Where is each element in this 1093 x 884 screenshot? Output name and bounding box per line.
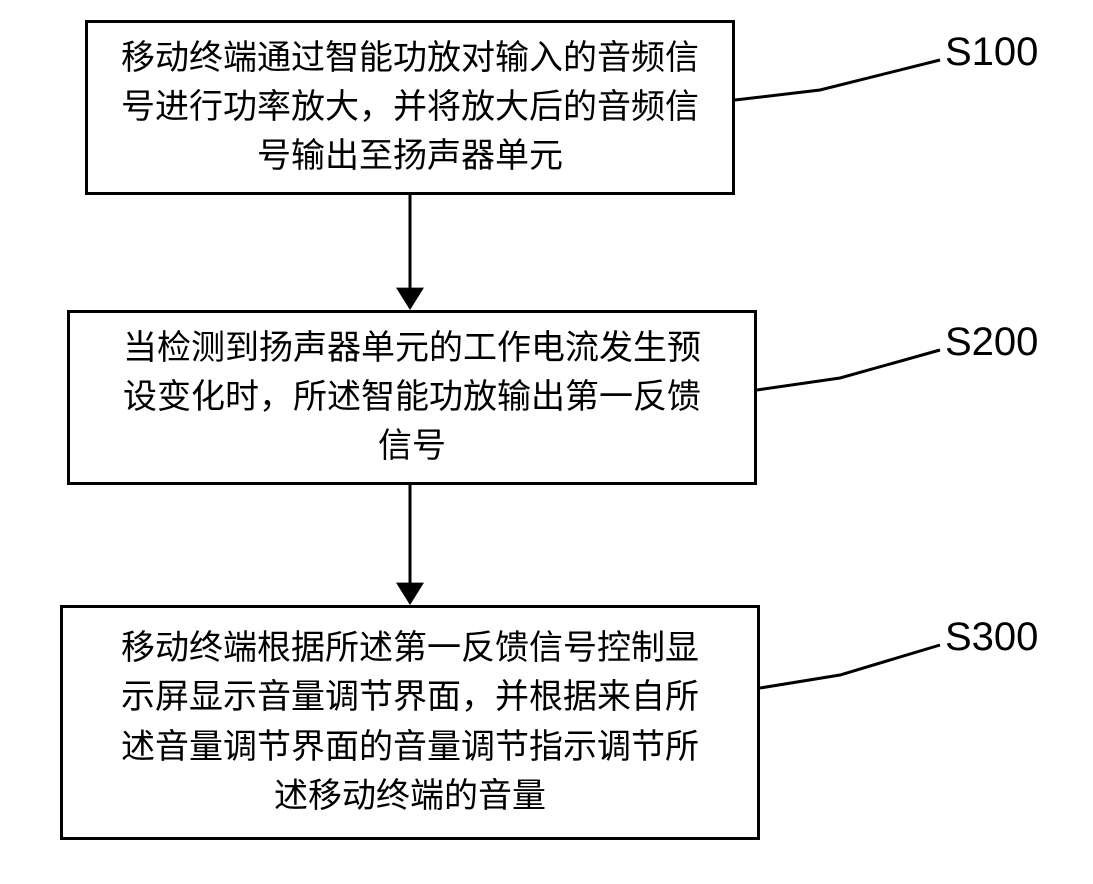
flow-arrow-1 xyxy=(394,193,426,312)
flow-step-1: 移动终端通过智能功放对输入的音频信号进行功率放大，并将放大后的音频信号输出至扬声… xyxy=(85,20,735,195)
step-label-s300: S300 xyxy=(945,615,1038,660)
flowchart-container: 移动终端通过智能功放对输入的音频信号进行功率放大，并将放大后的音频信号输出至扬声… xyxy=(0,0,1093,884)
leader-line-1 xyxy=(731,56,944,104)
flow-step-2: 当检测到扬声器单元的工作电流发生预设变化时，所述智能功放输出第一反馈信号 xyxy=(67,310,757,485)
flow-arrow-2 xyxy=(394,483,426,607)
flow-step-3: 移动终端根据所述第一反馈信号控制显示屏显示音量调节界面，并根据来自所述音量调节界… xyxy=(60,605,760,840)
leader-line-2 xyxy=(753,346,944,394)
flow-step-1-text: 移动终端通过智能功放对输入的音频信号进行功率放大，并将放大后的音频信号输出至扬声… xyxy=(121,34,699,182)
step-label-s200: S200 xyxy=(945,320,1038,365)
flow-step-2-text: 当检测到扬声器单元的工作电流发生预设变化时，所述智能功放输出第一反馈信号 xyxy=(123,324,701,472)
leader-line-3 xyxy=(756,641,944,692)
flow-step-3-text: 移动终端根据所述第一反馈信号控制显示屏显示音量调节界面，并根据来自所述音量调节界… xyxy=(121,624,699,821)
step-label-s100: S100 xyxy=(945,30,1038,75)
